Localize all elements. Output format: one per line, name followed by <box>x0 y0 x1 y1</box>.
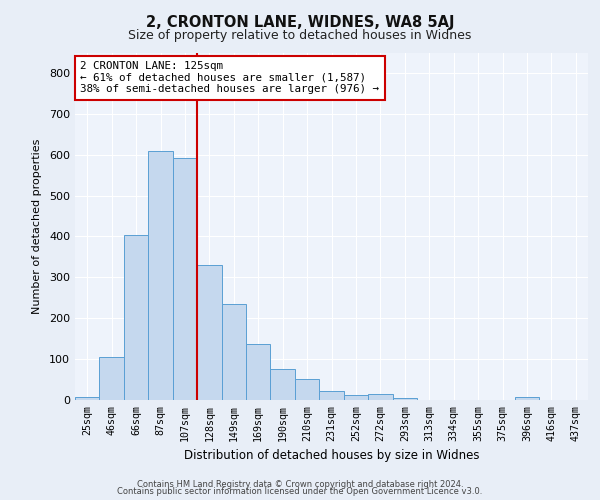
Bar <box>319 391 344 400</box>
X-axis label: Distribution of detached houses by size in Widnes: Distribution of detached houses by size … <box>184 449 479 462</box>
Bar <box>515 396 539 400</box>
Bar <box>295 379 319 400</box>
Bar <box>392 398 417 400</box>
Bar <box>148 151 173 400</box>
Bar <box>246 344 271 400</box>
Bar <box>75 397 100 400</box>
Bar <box>368 394 392 400</box>
Bar <box>344 395 368 400</box>
Bar <box>124 235 148 400</box>
Text: Size of property relative to detached houses in Widnes: Size of property relative to detached ho… <box>128 29 472 42</box>
Bar <box>173 158 197 400</box>
Text: Contains HM Land Registry data © Crown copyright and database right 2024.: Contains HM Land Registry data © Crown c… <box>137 480 463 489</box>
Bar <box>221 304 246 400</box>
Bar <box>271 368 295 400</box>
Bar <box>197 266 221 400</box>
Bar <box>100 356 124 400</box>
Text: 2 CRONTON LANE: 125sqm
← 61% of detached houses are smaller (1,587)
38% of semi-: 2 CRONTON LANE: 125sqm ← 61% of detached… <box>80 61 379 94</box>
Text: 2, CRONTON LANE, WIDNES, WA8 5AJ: 2, CRONTON LANE, WIDNES, WA8 5AJ <box>146 15 454 30</box>
Y-axis label: Number of detached properties: Number of detached properties <box>32 138 42 314</box>
Text: Contains public sector information licensed under the Open Government Licence v3: Contains public sector information licen… <box>118 487 482 496</box>
